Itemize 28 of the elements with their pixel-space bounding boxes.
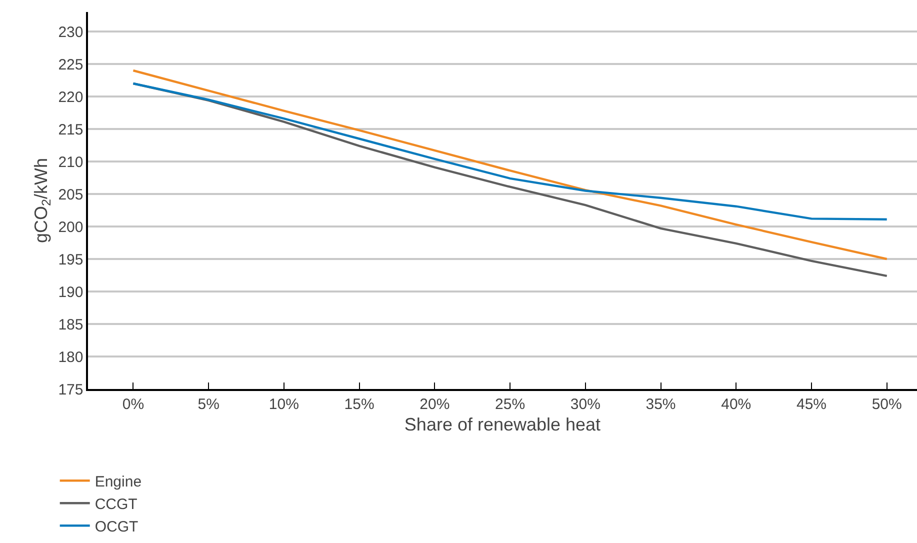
y-tick-label: 175 <box>58 381 84 398</box>
x-tick-label: 35% <box>646 396 676 413</box>
y-tick-label: 205 <box>58 186 84 204</box>
y-tick-label: 190 <box>58 284 84 301</box>
x-tick-label: 40% <box>721 396 752 413</box>
x-tick-label: 15% <box>344 396 374 413</box>
x-tick-label: 45% <box>796 396 827 413</box>
x-tick-label: 25% <box>495 396 526 413</box>
y-tick-label: 180 <box>58 348 84 366</box>
y-tick-label: 210 <box>58 154 84 171</box>
x-tick-label: 0% <box>122 396 144 413</box>
y-tick-label: 220 <box>58 88 84 106</box>
x-tick-label: 10% <box>268 396 299 413</box>
legend-label: OCGT <box>94 518 138 536</box>
y-tick-label: 230 <box>58 24 84 41</box>
y-tick-label: 185 <box>58 316 84 334</box>
line-series <box>132 82 888 220</box>
legend-label: CCGT <box>94 496 138 513</box>
x-tick-label: 30% <box>570 396 600 413</box>
legend-label: Engine <box>94 474 142 490</box>
x-tick-label: 20% <box>420 396 450 413</box>
x-tick-label: 50% <box>872 396 902 413</box>
y-tick-label: 200 <box>58 218 84 236</box>
y-tick-label: 215 <box>58 121 84 138</box>
y-tick-label: 225 <box>58 56 84 74</box>
x-tick-label: 5% <box>198 396 220 413</box>
x-axis-title: Share of renewable heat <box>404 414 601 434</box>
y-tick-label: 195 <box>58 251 84 268</box>
